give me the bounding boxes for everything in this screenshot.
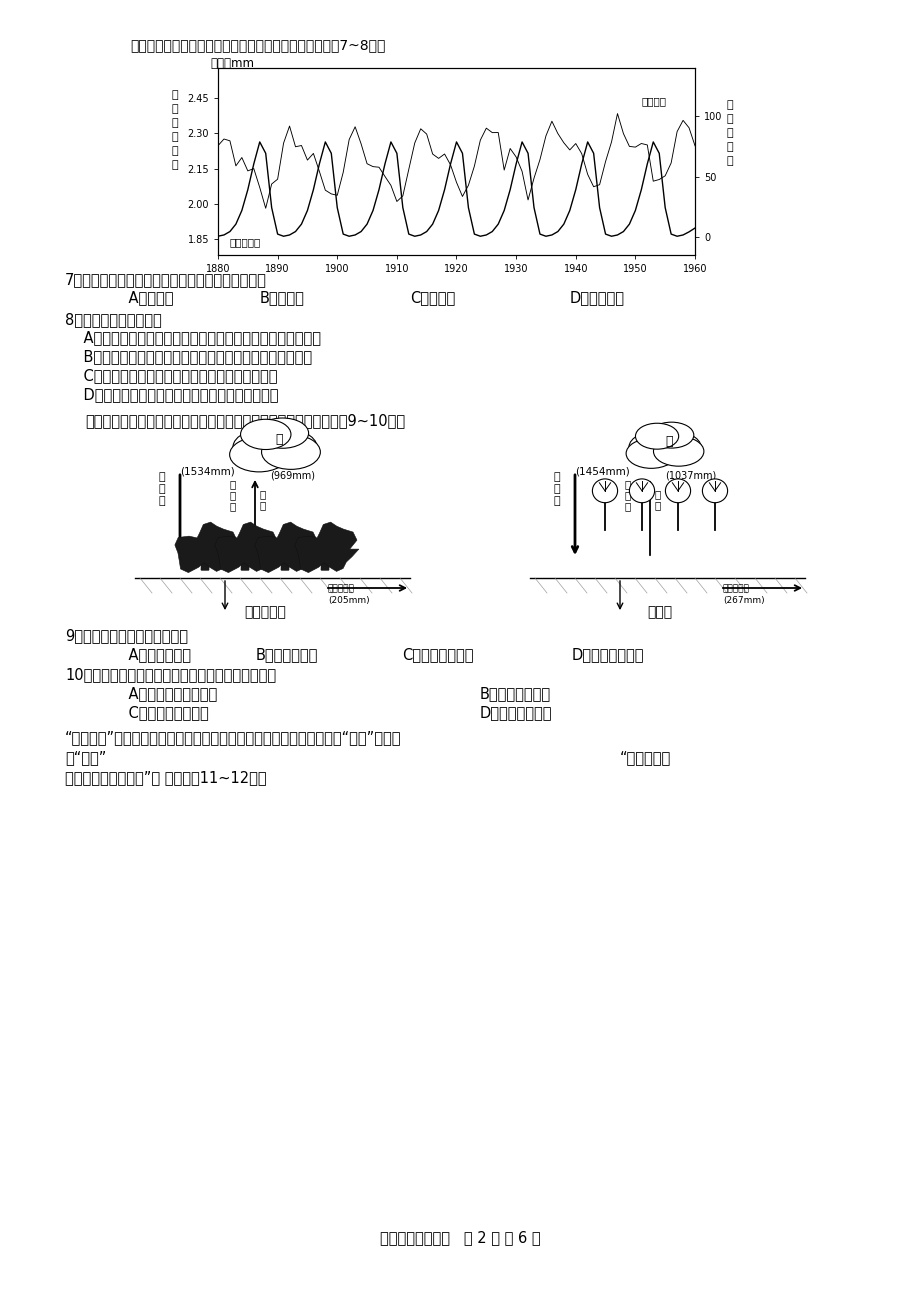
Text: 子: 子 (726, 115, 732, 124)
Text: 太阳黑子数: 太阳黑子数 (230, 237, 261, 247)
Text: “某活水公园: “某活水公园 (619, 750, 671, 766)
Text: 云: 云 (275, 434, 282, 447)
Text: 量: 量 (158, 496, 165, 506)
Text: B．正相关: B．正相关 (260, 290, 304, 305)
Text: 量: 量 (553, 496, 560, 506)
Text: 量: 量 (230, 501, 236, 510)
Text: (1037mm): (1037mm) (664, 471, 716, 480)
Text: (1454mm): (1454mm) (574, 467, 630, 477)
Text: (1534mm): (1534mm) (180, 467, 234, 477)
Text: 下图为某地将原始生态林改为橡胶林前后的水循环示意图。读图完成9~10题。: 下图为某地将原始生态林改为橡胶林前后的水循环示意图。读图完成9~10题。 (85, 413, 404, 428)
Text: 单位：mm: 单位：mm (210, 57, 254, 70)
Polygon shape (215, 522, 278, 573)
Text: 对: 对 (726, 142, 732, 152)
Text: 时“放水”: 时“放水” (65, 750, 107, 766)
Text: 橡胶林: 橡胶林 (647, 605, 672, 618)
Text: 降: 降 (553, 473, 560, 482)
Text: “海绵城市”是指城市中的绿地、公园、湿地等能够像海绵一样，下雨时“蓄水”，需要: “海绵城市”是指城市中的绿地、公园、湿地等能够像海绵一样，下雨时“蓄水”，需要 (65, 730, 401, 745)
Text: C．太阳活动使两极地区出现极光，影响树木生长: C．太阳活动使两极地区出现极光，影响树木生长 (65, 368, 278, 383)
Text: 数: 数 (726, 156, 732, 165)
Text: 年: 年 (172, 118, 178, 128)
Text: D．土壤肥力下降: D．土壤肥力下降 (480, 704, 552, 720)
Text: C．成反比: C．成反比 (410, 290, 455, 305)
Ellipse shape (701, 479, 727, 503)
Text: A．太阳活动抛出的带电粒子流扰动地球磁场，影响树木生长: A．太阳活动抛出的带电粒子流扰动地球磁场，影响树木生长 (65, 329, 321, 345)
Ellipse shape (664, 479, 690, 503)
Text: 9．与原始生态林相比，橡胶林: 9．与原始生态林相比，橡胶林 (65, 628, 187, 643)
Text: 降: 降 (158, 473, 165, 482)
Ellipse shape (649, 422, 693, 448)
Text: 宽: 宽 (172, 146, 178, 156)
Text: 蒸: 蒸 (654, 490, 661, 499)
Text: 发: 发 (230, 490, 236, 500)
Ellipse shape (240, 419, 290, 449)
Text: 轮: 轮 (172, 132, 178, 142)
Text: B．自然灾害减少: B．自然灾害减少 (480, 686, 550, 700)
Text: 云: 云 (664, 435, 672, 448)
Text: 10．由原始生态林改为橡胶林后，可能带来的影响有: 10．由原始生态林改为橡胶林后，可能带来的影响有 (65, 667, 276, 682)
Text: D．太阳活动影响地球的气候变化，影响树木生长: D．太阳活动影响地球的气候变化，影响树木生长 (65, 387, 278, 402)
Text: 腾: 腾 (654, 500, 661, 510)
Text: (205mm): (205mm) (328, 596, 369, 605)
Text: 发: 发 (624, 490, 630, 500)
Text: 黑: 黑 (726, 100, 732, 109)
Text: 地表径流量: 地表径流量 (722, 585, 749, 592)
Text: 水: 水 (158, 484, 165, 493)
Text: 平: 平 (172, 90, 178, 100)
Ellipse shape (635, 423, 678, 449)
Text: (969mm): (969mm) (269, 471, 314, 480)
Text: 下图为太阳黑子与温带乔木年轮相关性曲线图，据此完成7~8题。: 下图为太阳黑子与温带乔木年轮相关性曲线图，据此完成7~8题。 (130, 38, 385, 52)
Text: 年轮宽度: 年轮宽度 (641, 96, 665, 107)
Text: B．下渗量减少: B．下渗量减少 (255, 647, 318, 661)
Text: 地表径流量: 地表径流量 (328, 585, 355, 592)
Polygon shape (201, 553, 209, 570)
Text: 度: 度 (172, 160, 178, 171)
Polygon shape (241, 553, 248, 570)
Text: 蒸: 蒸 (230, 479, 236, 490)
Text: A．负相关: A．负相关 (110, 290, 174, 305)
Polygon shape (295, 522, 358, 573)
Ellipse shape (592, 479, 617, 503)
Polygon shape (255, 522, 319, 573)
Ellipse shape (230, 437, 289, 471)
Ellipse shape (261, 435, 320, 469)
Ellipse shape (256, 418, 308, 448)
Text: 8．上图所反映的问题是: 8．上图所反映的问题是 (65, 312, 162, 327)
Text: C．径流总量增多: C．径流总量增多 (402, 647, 473, 661)
Text: D．无相关性: D．无相关性 (570, 290, 624, 305)
Polygon shape (321, 553, 328, 570)
Text: 量: 量 (624, 501, 630, 510)
Text: 腾: 腾 (259, 500, 266, 510)
Text: 相: 相 (726, 128, 732, 138)
Ellipse shape (652, 436, 703, 466)
Text: 水: 水 (553, 484, 560, 493)
Text: 蒸: 蒸 (259, 490, 266, 499)
Ellipse shape (629, 479, 654, 503)
Polygon shape (175, 522, 239, 573)
Ellipse shape (233, 427, 317, 467)
Text: C．生物多样性增加: C．生物多样性增加 (110, 704, 209, 720)
Text: B．太阳活动发射的电磁波扰动地球电离层，影响树木生长: B．太阳活动发射的电磁波扰动地球电离层，影响树木生长 (65, 349, 312, 365)
Text: 蒸: 蒸 (624, 479, 630, 490)
Text: A．涵养水源能力变强: A．涵养水源能力变强 (110, 686, 217, 700)
Text: (267mm): (267mm) (722, 596, 764, 605)
Ellipse shape (629, 430, 700, 465)
Text: 雨水收集系统示意图”。 读图回答11~12题。: 雨水收集系统示意图”。 读图回答11~12题。 (65, 769, 267, 785)
Text: A．蒸发量减少: A．蒸发量减少 (110, 647, 191, 661)
Text: 7．上图中年轮宽度与太阳黑子相对数之间的关系是: 7．上图中年轮宽度与太阳黑子相对数之间的关系是 (65, 272, 267, 286)
Polygon shape (281, 553, 289, 570)
Text: 均: 均 (172, 104, 178, 115)
Text: 高一年级地理试卷   第 2 页 共 6 页: 高一年级地理试卷 第 2 页 共 6 页 (380, 1230, 539, 1245)
Text: D．气候更加湿润: D．气候更加湿润 (572, 647, 644, 661)
Ellipse shape (626, 439, 675, 469)
Text: 原始生态林: 原始生态林 (244, 605, 286, 618)
